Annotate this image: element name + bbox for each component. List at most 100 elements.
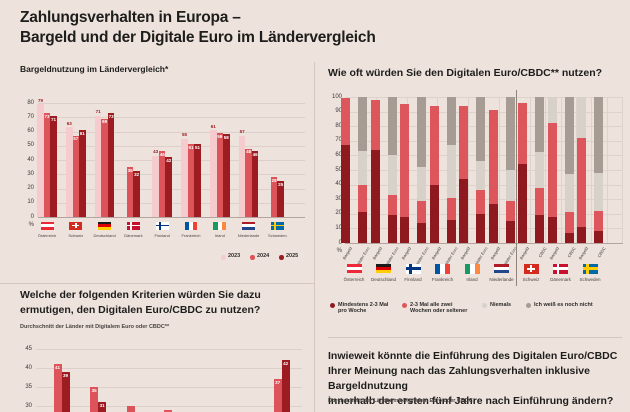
bar-segment-3: [505, 97, 515, 170]
flag-stripe: [440, 263, 445, 274]
flag-cross-h: [72, 224, 80, 227]
flag-stripe: [188, 221, 194, 230]
gridline: [38, 103, 305, 104]
country-label: Schweden: [268, 232, 287, 238]
vgridline: [391, 97, 393, 243]
bar-axis-label: Bargeld: [459, 246, 472, 261]
legend-dot: [482, 303, 487, 308]
country-label: Schweden: [579, 277, 601, 282]
gridline: [345, 126, 623, 128]
gridline: [38, 202, 305, 204]
bar-segment-1: [400, 104, 409, 217]
criteria-chart-subtitle: Durchschnitt der Länder mit Digitalem Eu…: [20, 324, 170, 330]
criteria-chart-title: Welche der folgenden Kriterien würden Si…: [20, 288, 261, 318]
flag-nl-icon: [494, 263, 509, 274]
bar-segment-2: [594, 172, 603, 211]
bar-segment-0: [417, 222, 426, 243]
flag-de-icon: [98, 221, 112, 230]
flag-stripe: [40, 224, 54, 227]
bar-segment-1: [370, 99, 380, 150]
bar-2025: [277, 181, 284, 217]
vgridline: [529, 97, 531, 243]
bar-axis-label: Digitaler Euro: [471, 246, 489, 270]
ytick-label: 70: [335, 137, 342, 144]
flag-stripe: [193, 221, 198, 230]
bar-label: 43: [153, 149, 159, 155]
bar-label: 51: [194, 145, 200, 151]
country-label: Deutschland: [93, 232, 116, 238]
ytick-label: 20: [27, 185, 34, 191]
flag-stripe: [464, 263, 470, 274]
flag-cross-v: [158, 221, 162, 230]
flag-dk-icon: [126, 221, 140, 230]
flag-stripe: [346, 266, 362, 271]
bar-2024: [72, 135, 80, 217]
ytick-label: 45: [25, 345, 32, 352]
flag-stripe: [494, 266, 509, 271]
bar-series-darkred: [61, 371, 70, 412]
bar-label: 61: [210, 123, 216, 129]
bar-segment-2: [564, 174, 574, 213]
bar-label: 35: [91, 387, 97, 393]
bar-2024: [158, 151, 166, 217]
bar-2025: [194, 144, 201, 217]
bar-axis-label: Bargeld: [400, 246, 413, 261]
flag-fr-icon: [184, 221, 198, 230]
bar-segment-0: [370, 149, 380, 243]
bar-label: 25: [278, 182, 284, 188]
legend-label2: Wochen oder seltener: [410, 308, 468, 314]
vgridline: [360, 97, 362, 243]
bar-label: 57: [239, 129, 245, 135]
legend-label: 2-3 Mal alle zwei: [410, 301, 453, 308]
legend-dot: [250, 255, 255, 260]
flag-cross-h: [582, 267, 598, 270]
bar-segment-0: [387, 215, 397, 243]
bar-label: 59: [217, 133, 223, 139]
bar-segment-1: [488, 110, 498, 204]
country-label: Finnland: [154, 232, 170, 238]
bar-2025: [79, 130, 86, 217]
flag-stripe: [469, 263, 475, 274]
bar-segment-0: [446, 219, 456, 243]
ytick-label: 100: [331, 93, 342, 100]
flag-cross-h: [553, 267, 568, 270]
flag-cross-h: [126, 224, 140, 227]
ytick-label: 60: [335, 151, 342, 158]
vgridline: [499, 97, 500, 243]
bar-segment-1: [446, 197, 456, 220]
bar-series-red: [126, 406, 135, 412]
flag-stripe: [217, 221, 222, 230]
bar-2024: [43, 112, 51, 217]
ytick-label: 10: [27, 199, 34, 206]
ytick-label: 40: [27, 156, 34, 163]
bar-label: 61: [79, 130, 85, 136]
bar-segment-0: [400, 216, 409, 243]
flag-stripe: [376, 266, 391, 271]
bar-label: 63: [66, 120, 72, 126]
bar-segment-0: [341, 145, 350, 243]
vgridline: [468, 97, 470, 243]
bar-label: 42: [283, 361, 289, 367]
legend-label: Mindestens 2-3 Mal: [338, 301, 389, 308]
bar-segment-1: [535, 187, 544, 216]
country-label: Österreich: [37, 232, 57, 238]
flag-stripe: [376, 270, 391, 274]
gridline: [38, 174, 305, 176]
bar-label: 48: [246, 149, 252, 155]
gridline: [345, 140, 623, 142]
flag-stripe: [98, 221, 112, 225]
bar-segment-3: [476, 97, 485, 162]
flag-stripe: [474, 263, 480, 274]
bar-segment-1: [459, 105, 468, 179]
bar-2025: [107, 112, 115, 217]
bar-2025: [165, 157, 172, 217]
bar-label: 58: [223, 135, 229, 141]
bar-2024: [216, 132, 224, 217]
flag-stripe: [221, 221, 227, 230]
bar-label: 31: [99, 403, 105, 408]
gridline: [36, 349, 302, 350]
gridline: [345, 228, 623, 230]
bar-segment-1: [417, 200, 426, 223]
outlook-question-line1: Inwieweit könnte die Einführung des Digi…: [328, 350, 618, 362]
